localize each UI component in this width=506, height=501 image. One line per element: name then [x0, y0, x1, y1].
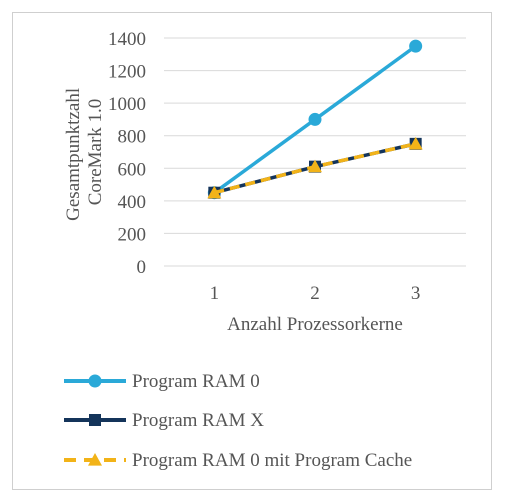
gridlines: [164, 37, 466, 267]
x-tick-label-3: 3: [411, 283, 421, 304]
legend-swatch-marker-1: [88, 374, 102, 388]
y-axis-title: Gesamtpunktzahl CoreMark 1.0: [63, 83, 106, 221]
legend-label-1: Program RAM 0: [132, 371, 260, 392]
series-3-point-3: [408, 136, 423, 150]
y-tick-label-1400: 1400: [108, 29, 146, 50]
y-tick-label-1200: 1200: [108, 62, 146, 83]
x-tick-label-2: 2: [310, 283, 320, 304]
y-tick-label-600: 600: [118, 159, 147, 180]
series-3-point-2: [308, 159, 322, 173]
y-tick-label-400: 400: [118, 192, 147, 213]
x-tick-labels: 1 2 3: [210, 283, 421, 304]
legend-label-2: Program RAM X: [132, 410, 264, 431]
series-1-point-3: [409, 39, 423, 53]
series-layer: [207, 39, 423, 200]
legend-label-3: Program RAM 0 mit Program Cache: [132, 450, 412, 471]
legend-item-1: Program RAM 0: [64, 371, 260, 392]
legend-swatch-marker-3: [88, 453, 102, 466]
y-tick-label-800: 800: [118, 127, 147, 148]
y-tick-label-1000: 1000: [108, 94, 146, 115]
series-3: [207, 136, 423, 199]
y-tick-label-0: 0: [137, 257, 147, 278]
legend: Program RAM 0 Program RAM X Program RAM 0 …: [64, 371, 412, 471]
y-axis-title-line-1: Gesamtpunktzahl: [63, 88, 84, 221]
legend-swatch-marker-2: [89, 414, 101, 426]
y-axis-title-line-2: CoreMark 1.0: [85, 99, 106, 206]
x-axis-title: Anzahl Prozessorkerne: [227, 314, 403, 335]
series-3-point-1: [207, 185, 222, 199]
chart-frame: [12, 12, 492, 490]
legend-item-2: Program RAM X: [64, 410, 264, 431]
x-tick-label-1: 1: [210, 283, 220, 304]
legend-item-3: Program RAM 0 mit Program Cache: [64, 450, 412, 471]
y-tick-label-200: 200: [118, 224, 147, 245]
series-1: [207, 39, 423, 200]
series-1-point-2: [308, 112, 322, 126]
y-tick-labels: 0 200 400 600 800 1000 1200 1400: [108, 29, 146, 278]
